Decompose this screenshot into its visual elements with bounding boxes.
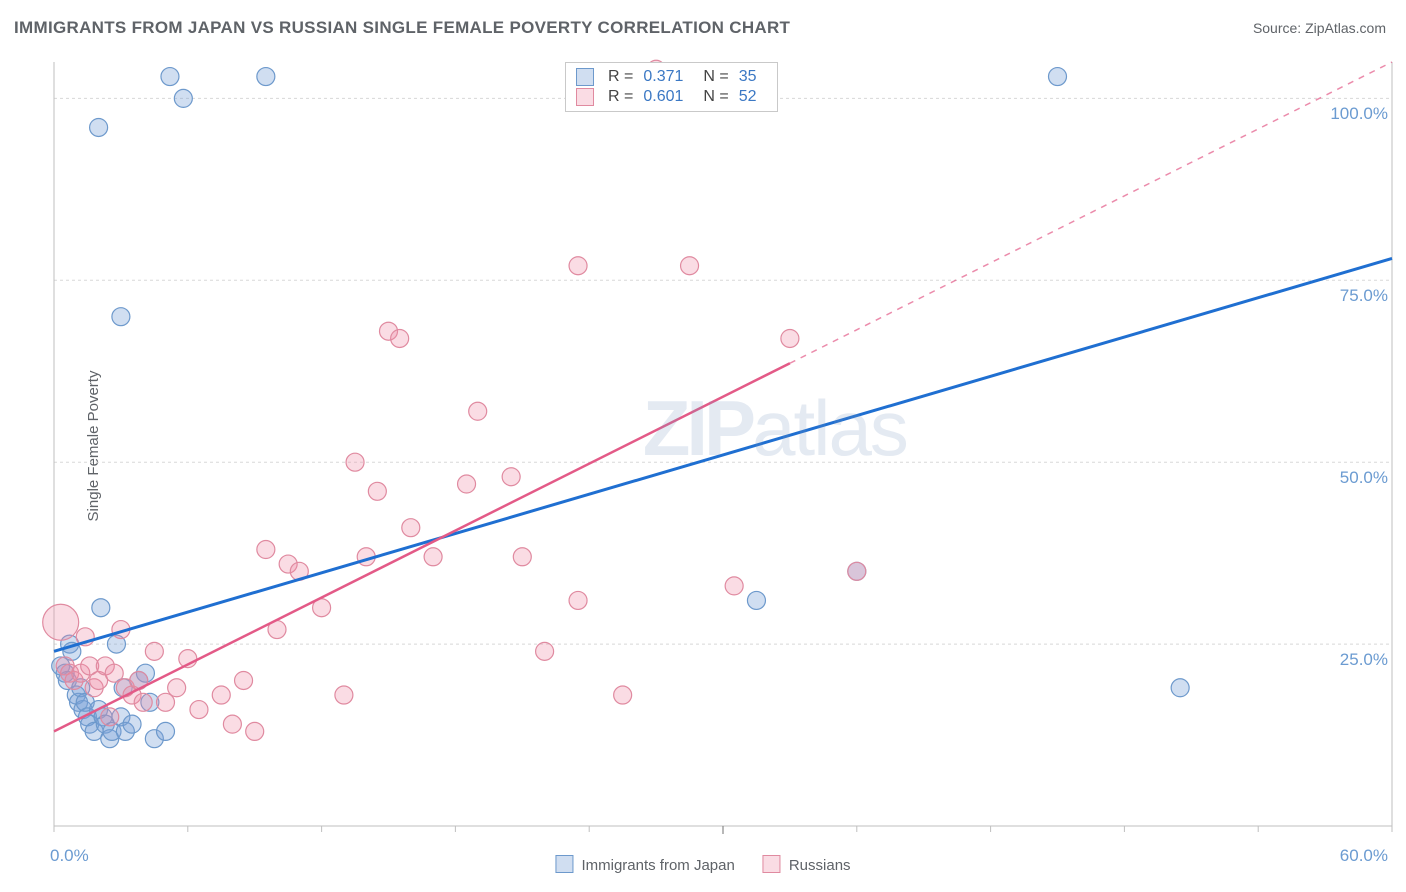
x-tick-max: 60.0% (1340, 846, 1388, 866)
y-tick-label: 25.0% (1340, 650, 1388, 670)
y-tick-label: 100.0% (1330, 104, 1388, 124)
legend-series-name: Russians (789, 857, 851, 874)
legend-n-label: N = (703, 88, 728, 106)
y-tick-label: 75.0% (1340, 286, 1388, 306)
legend-n-value: 52 (739, 88, 757, 106)
legend-r-label: R = (608, 88, 633, 106)
legend-r-value: 0.601 (643, 88, 683, 106)
legend-r-label: R = (608, 68, 633, 86)
legend-swatch (576, 68, 594, 86)
legend-series: Immigrants from Japan (555, 855, 734, 874)
legend-r-value: 0.371 (643, 68, 683, 86)
x-tick-min: 0.0% (50, 846, 89, 866)
legend-series: Russians (763, 855, 851, 874)
legend-swatch (763, 855, 781, 873)
legend-x-axis: Immigrants from Japan Russians (555, 855, 850, 874)
scatter-plot (0, 0, 1406, 892)
legend-stats-box: R = 0.371 N = 35 R = 0.601 N = 52 (565, 62, 778, 112)
legend-swatch (576, 88, 594, 106)
legend-swatch (555, 855, 573, 873)
legend-series-name: Immigrants from Japan (581, 857, 734, 874)
legend-stat-row: R = 0.371 N = 35 (576, 67, 767, 87)
legend-stat-row: R = 0.601 N = 52 (576, 87, 767, 107)
legend-n-label: N = (703, 68, 728, 86)
y-tick-label: 50.0% (1340, 468, 1388, 488)
legend-n-value: 35 (739, 68, 757, 86)
